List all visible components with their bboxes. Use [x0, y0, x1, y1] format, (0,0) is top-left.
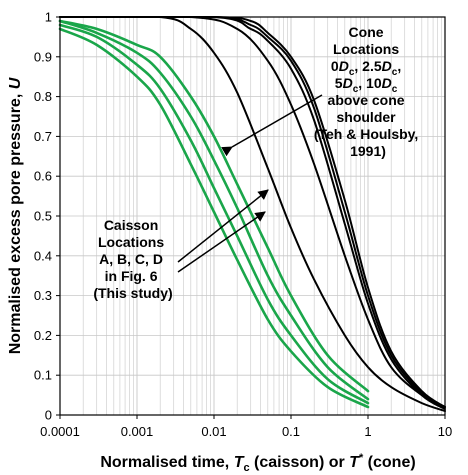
tick-labels: 0.0001 0.001 0.01 0.1 1 10 0 0.1 0.2 0.3 0.4 0.5 0.6…	[34, 10, 452, 440]
cone-ann-line-1: Cone	[349, 24, 384, 40]
cone-ann-line-5: above cone	[328, 92, 405, 108]
cone-series-line-6	[59, 15, 446, 408]
caisson-arrow-2	[177, 211, 266, 273]
y-tick-label: 0.2	[34, 328, 52, 343]
caisson-series-line-3	[58, 19, 370, 401]
x-tick-label: 1	[364, 424, 371, 439]
caisson-ann-line-2: Locations	[98, 234, 164, 250]
y-tick-label: 0.8	[34, 89, 52, 104]
cone-ann-line-6: shoulder	[336, 109, 396, 125]
cone-series-line-5	[59, 15, 446, 412]
x-tick-label: 0.01	[201, 424, 226, 439]
cone-ann-line-4: 5Dc, 10Dc	[335, 75, 398, 95]
caisson-ann-line-4: in Fig. 6	[105, 268, 158, 284]
caisson-series-line-2	[58, 23, 370, 405]
cone-arrow	[221, 94, 323, 157]
cone-series-line-9	[59, 16, 446, 408]
caisson-ann-line-5: (This study)	[93, 285, 172, 301]
y-tick-label: 0.6	[34, 169, 52, 184]
caisson-series-line-4	[58, 19, 370, 393]
cone-series-line-8	[59, 16, 446, 408]
y-tick-label: 0.1	[34, 368, 52, 383]
cone-ann-line-2: Locations	[333, 41, 399, 57]
y-tick-label: 0.4	[34, 248, 52, 263]
cone-ann-line-7: (Teh & Houlsby,	[314, 126, 418, 142]
cone-annotation: Cone Locations 0Dc, 2.5Dc, 5Dc, 10Dc abo…	[314, 24, 422, 159]
x-tick-label: 0.0001	[40, 424, 80, 439]
y-tick-label: 0.3	[34, 288, 52, 303]
y-tick-label: 0	[45, 408, 52, 423]
y-tick-label: 0.7	[34, 129, 52, 144]
caisson-ann-line-3: A, B, C, D	[99, 251, 163, 267]
caisson-annotation: Caisson Locations A, B, C, D in Fig. 6 (…	[93, 217, 172, 301]
y-axis-label: Normalised excess pore pressure, U	[7, 77, 24, 354]
x-tick-label: 10	[438, 424, 452, 439]
y-tick-label: 0.9	[34, 49, 52, 64]
y-tick-label: 1	[45, 10, 52, 25]
cone-ann-line-3: 0Dc, 2.5Dc,	[331, 58, 401, 78]
series-layer	[58, 15, 446, 412]
caisson-arrow-1	[177, 189, 269, 263]
x-tick-label: 0.001	[121, 424, 154, 439]
x-tick-label: 0.1	[282, 424, 300, 439]
caisson-series-line-1	[58, 27, 370, 409]
x-axis-label: Normalised time, Tc (caisson) or T* (con…	[100, 452, 415, 474]
cone-ann-line-8: 1991)	[350, 143, 386, 159]
cone-series-line-7	[59, 16, 446, 410]
y-tick-label: 0.5	[34, 209, 52, 224]
caisson-ann-line-1: Caisson	[104, 217, 158, 233]
annotation-arrows	[177, 94, 323, 273]
